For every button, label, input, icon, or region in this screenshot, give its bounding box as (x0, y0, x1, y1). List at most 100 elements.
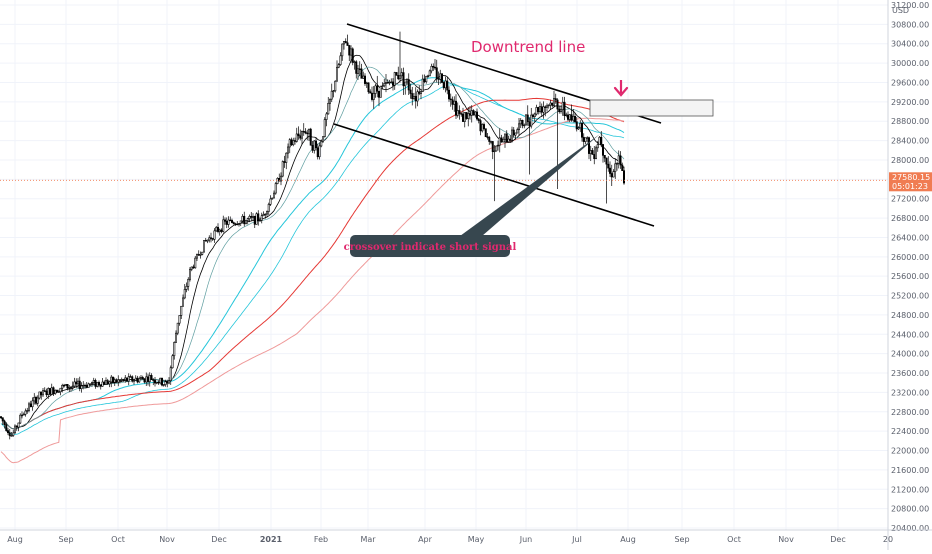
candle-body (117, 379, 120, 383)
x-tick-label: Mar (360, 535, 376, 544)
x-tick-label: Sep (58, 535, 73, 544)
candle-body (332, 90, 335, 92)
x-tick-label: Oct (111, 535, 125, 544)
candle-body (481, 124, 484, 132)
grid (0, 0, 888, 530)
candle-body (615, 163, 618, 165)
last-price-tag (889, 172, 932, 192)
candle-body (299, 135, 302, 139)
candle-body (38, 391, 41, 399)
candle-body (514, 132, 517, 136)
candle-body (271, 197, 274, 200)
candle-body (363, 75, 366, 84)
candle-body (344, 41, 347, 44)
candle-body (54, 389, 57, 395)
candle-body (372, 93, 375, 100)
candle-body (379, 85, 382, 98)
y-tick-label: 22000.00 (891, 447, 929, 456)
candle-body (171, 355, 174, 369)
candle-body (203, 240, 206, 253)
candle-body (286, 146, 289, 154)
y-tick-label: 26800.00 (891, 214, 929, 223)
candle-body (334, 80, 337, 92)
candle-body (155, 381, 158, 384)
candle-body (605, 157, 608, 165)
candle-body (402, 72, 405, 87)
candle-body (509, 138, 512, 141)
candle-body (467, 113, 470, 119)
countdown-value: 05:01:23 (892, 182, 928, 191)
x-tick-label: Dec (830, 535, 845, 544)
candle-body (612, 171, 615, 178)
candle-body (134, 377, 137, 381)
candle-body (255, 213, 258, 225)
candle-body (488, 137, 491, 142)
candle-body (241, 215, 244, 222)
candle-body (460, 113, 463, 115)
candle-body (411, 93, 414, 100)
candle-body (89, 383, 92, 385)
candle-body (61, 385, 64, 389)
candle-body (530, 114, 533, 127)
candle-body (1, 417, 4, 422)
candle-body (40, 391, 43, 396)
candle-body (108, 381, 111, 385)
x-tick-label: Oct (727, 535, 741, 544)
candle-body (598, 136, 601, 145)
y-tick-label: 30800.00 (891, 20, 929, 29)
candle-body (365, 82, 368, 84)
candle-body (112, 376, 115, 383)
candle-body (458, 110, 461, 114)
candle-body (295, 133, 298, 142)
candle-body (91, 382, 94, 385)
candle-body (36, 397, 39, 404)
candle-body (70, 386, 73, 389)
candle-body (586, 137, 589, 139)
candle-body (358, 68, 361, 70)
candle-body (554, 98, 557, 101)
candle-body (584, 137, 587, 142)
candle-body (145, 376, 148, 383)
candle-body (166, 381, 169, 384)
x-tick-label: Sep (674, 535, 689, 544)
candle-body (10, 435, 13, 437)
candle-body (176, 322, 179, 334)
candle-body (500, 137, 503, 143)
candle-body (106, 380, 109, 385)
candle-body (314, 140, 317, 149)
candle-body (199, 254, 202, 256)
candle-body (47, 388, 50, 396)
candle-body (161, 377, 164, 386)
candle-body (573, 116, 576, 122)
candle-body (323, 119, 326, 137)
candle-body (225, 221, 228, 225)
candle-body (239, 220, 242, 224)
candle-body (0, 416, 2, 419)
candle-body (412, 96, 415, 100)
y-tick-label: 22400.00 (891, 427, 929, 436)
candle-body (285, 152, 288, 163)
candle-body (393, 72, 396, 86)
candle-body (594, 147, 597, 159)
candle-body (435, 67, 438, 79)
candle-body (306, 132, 309, 135)
candle-body (463, 112, 466, 122)
candle-body (454, 100, 457, 116)
candle-body (220, 229, 223, 232)
candle-body (84, 384, 87, 387)
candle-body (346, 42, 349, 46)
y-tick-label: 23200.00 (891, 388, 929, 397)
candle-body (105, 380, 108, 385)
y-tick-label: 23600.00 (891, 369, 929, 378)
candle-body (621, 164, 624, 171)
candle-body (444, 80, 447, 89)
candle-body (281, 161, 284, 177)
candle-body (66, 384, 69, 389)
candle-body (71, 385, 74, 388)
candle-body (196, 254, 199, 259)
candle-body (236, 223, 239, 226)
candle-body (307, 128, 310, 135)
candle-body (369, 91, 372, 94)
candle-body (143, 378, 146, 383)
